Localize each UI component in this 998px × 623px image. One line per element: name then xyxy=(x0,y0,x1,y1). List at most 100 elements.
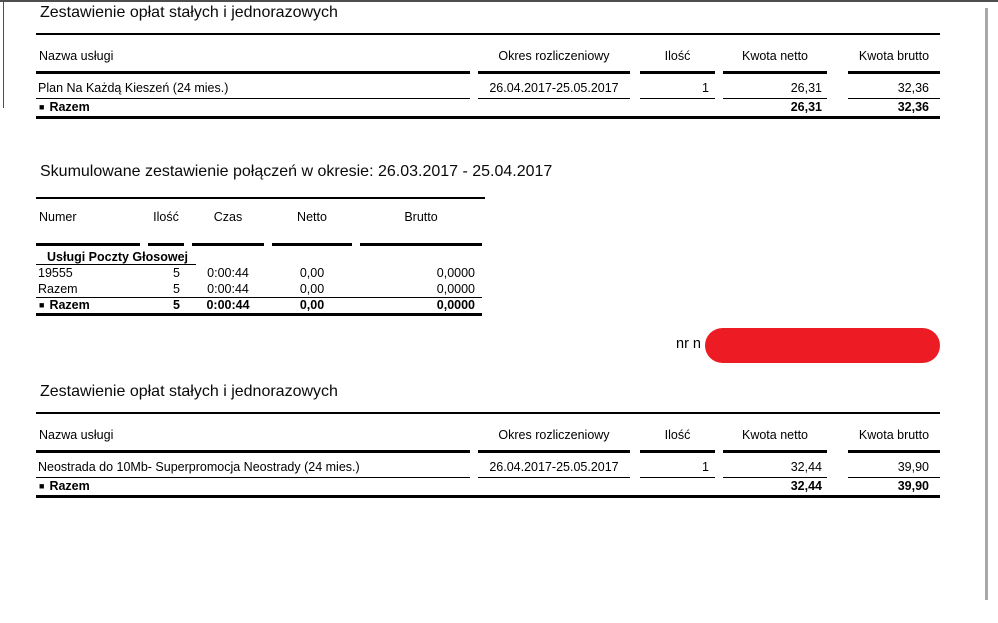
calls-total-time: 0:00:44 xyxy=(192,297,264,316)
fees2-header-name: Nazwa usługi xyxy=(39,428,114,442)
section1-title: Zestawienie opłat stałych i jednorazowyc… xyxy=(40,4,338,21)
fees1-header-period: Okres rozliczeniowy xyxy=(498,49,610,63)
empty-cell xyxy=(478,98,630,119)
column-gap xyxy=(184,297,192,316)
calls-subtotal-net: 0,00 xyxy=(272,281,352,298)
double-rule xyxy=(640,450,715,457)
column-gap xyxy=(184,265,192,281)
double-rule xyxy=(360,243,482,250)
fees2-header-gross: Kwota brutto xyxy=(858,428,930,442)
double-rule xyxy=(36,450,470,457)
fees1-total-label-cell: ■ Razem xyxy=(36,98,470,119)
column-gap xyxy=(352,297,360,316)
square-bullet-icon: ■ xyxy=(39,481,45,491)
column-gap xyxy=(630,98,640,119)
column-gap xyxy=(470,414,478,450)
calls-table: Numer Ilość Czas Netto Brutto Usługi Poc… xyxy=(36,199,482,316)
calls-total-qty: 5 xyxy=(148,297,184,316)
calls-header-gross: Brutto xyxy=(404,210,438,224)
calls-header-net: Netto xyxy=(297,210,327,224)
column-gap xyxy=(470,98,478,119)
column-gap xyxy=(470,457,478,477)
fees-table-1: Nazwa usługi Okres rozliczeniowy Ilość K… xyxy=(36,35,940,119)
calls-total-gross: 0,0000 xyxy=(360,297,482,316)
column-gap xyxy=(630,71,640,78)
column-gap xyxy=(715,477,723,498)
column-gap xyxy=(140,243,148,250)
fees1-double-rule-row xyxy=(36,71,940,78)
column-gap xyxy=(827,78,848,98)
calls-data-row: 19555 5 0:00:44 0,00 0,0000 xyxy=(36,265,482,281)
column-gap xyxy=(630,78,640,98)
fees2-data-row: Neostrada do 10Mb- Superpromocja Neostra… xyxy=(36,457,940,478)
column-gap xyxy=(827,414,848,450)
calls-cell-net: 0,00 xyxy=(299,266,325,280)
fees2-total-label-cell: ■ Razem xyxy=(36,477,470,498)
column-gap xyxy=(140,199,148,243)
double-rule xyxy=(848,450,940,457)
calls-subtotal-gross: 0,0000 xyxy=(360,281,482,298)
column-gap xyxy=(827,35,848,71)
fees2-header-net: Kwota netto xyxy=(741,428,808,442)
fees2-total-row: ■ Razem 32,44 39,90 xyxy=(36,477,940,498)
column-gap xyxy=(470,78,478,98)
fees2-cell-qty: 1 xyxy=(640,457,715,478)
calls-group-row: Usługi Poczty Głosowej xyxy=(36,250,482,265)
column-gap xyxy=(470,477,478,498)
column-gap xyxy=(630,457,640,477)
column-gap xyxy=(264,281,272,298)
column-gap xyxy=(184,243,192,250)
calls-subtotal-row: Razem 5 0:00:44 0,00 0,0000 xyxy=(36,281,482,298)
column-gap xyxy=(630,414,640,450)
fees2-header-qty: Ilość xyxy=(664,428,691,442)
fees1-total-label: Razem xyxy=(49,100,90,114)
calls-cell-number: 19555 xyxy=(38,266,73,280)
column-gap xyxy=(264,297,272,316)
calls-total-label-cell: ■ Razem xyxy=(36,297,140,316)
column-gap xyxy=(827,71,848,78)
fees2-header-row: Nazwa usługi Okres rozliczeniowy Ilość K… xyxy=(36,414,940,450)
fees2-cell-period: 26.04.2017-25.05.2017 xyxy=(478,457,630,478)
column-gap xyxy=(264,265,272,281)
fees1-header-row: Nazwa usługi Okres rozliczeniowy Ilość K… xyxy=(36,35,940,71)
calls-cell-qty: 5 xyxy=(173,266,180,280)
column-gap xyxy=(470,35,478,71)
square-bullet-icon: ■ xyxy=(39,300,45,310)
left-edge-tick xyxy=(3,0,4,108)
calls-header-time: Czas xyxy=(213,210,243,224)
fees1-cell-net: 26,31 xyxy=(723,78,827,99)
fees2-header-period: Okres rozliczeniowy xyxy=(498,428,610,442)
top-edge-rule xyxy=(0,0,998,2)
column-gap xyxy=(352,199,360,243)
double-rule xyxy=(478,71,630,78)
redacted-line-prefix: nr n xyxy=(676,336,701,352)
redaction-marker xyxy=(705,328,940,363)
fees1-total-net: 26,31 xyxy=(723,98,827,119)
calls-subtotal-label: Razem xyxy=(36,281,140,298)
double-rule xyxy=(723,71,827,78)
right-scrollbar-track xyxy=(985,8,988,600)
column-gap xyxy=(827,450,848,457)
column-gap xyxy=(827,457,848,477)
column-gap xyxy=(470,450,478,457)
column-gap xyxy=(140,281,148,298)
fees1-cell-period: 26.04.2017-25.05.2017 xyxy=(478,78,630,99)
fees1-cell-gross: 32,36 xyxy=(848,78,940,99)
double-rule xyxy=(723,450,827,457)
empty-cell xyxy=(478,477,630,498)
section1-title-rule xyxy=(36,33,940,35)
section2-title-rule xyxy=(36,197,485,199)
double-rule xyxy=(478,450,630,457)
column-gap xyxy=(827,98,848,119)
fees2-total-label: Razem xyxy=(49,479,90,493)
calls-subtotal-time: 0:00:44 xyxy=(192,281,264,298)
fees1-header-qty: Ilość xyxy=(664,49,691,63)
calls-cell-time: 0:00:44 xyxy=(207,266,249,280)
column-gap xyxy=(715,414,723,450)
fees1-header-gross: Kwota brutto xyxy=(858,49,930,63)
column-gap xyxy=(715,35,723,71)
calls-subtotal-qty: 5 xyxy=(148,281,184,298)
calls-total-net: 0,00 xyxy=(272,297,352,316)
fees2-double-rule-row xyxy=(36,450,940,457)
column-gap xyxy=(827,477,848,498)
